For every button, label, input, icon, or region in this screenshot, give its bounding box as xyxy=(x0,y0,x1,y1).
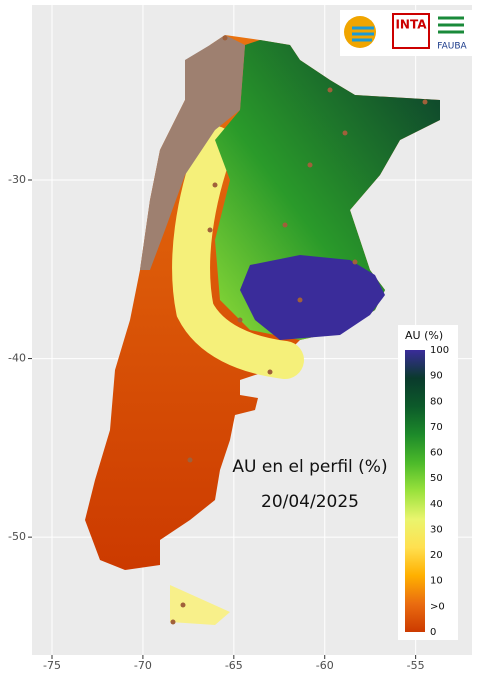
legend: AU (%) 100 90 80 70 60 50 40 30 20 10 >0 0 xyxy=(398,325,458,640)
colorbar xyxy=(405,350,425,632)
legend-label: 80 xyxy=(430,396,443,407)
x-tick-label: -60 xyxy=(316,659,334,672)
x-tick-label: -65 xyxy=(225,659,243,672)
band xyxy=(172,126,304,379)
legend-label: 0 xyxy=(430,627,436,638)
legend-label: 30 xyxy=(430,524,443,535)
legend-label: 70 xyxy=(430,422,443,433)
x-tick-label: -55 xyxy=(407,659,425,672)
map-date: 20/04/2025 xyxy=(261,492,359,512)
inta-logo: INTA xyxy=(395,18,427,32)
legend-title: AU (%) xyxy=(405,329,443,342)
y-tick-label: -50 xyxy=(8,530,26,543)
legend-label: 50 xyxy=(430,473,443,484)
map-shapes xyxy=(85,35,440,625)
stations xyxy=(170,35,428,625)
map-title: AU en el perfil (%) xyxy=(232,457,387,477)
saturated-region xyxy=(240,255,385,340)
fauba-logo: FAUBA xyxy=(437,42,467,52)
legend-label: 40 xyxy=(430,499,443,510)
legend-label: 20 xyxy=(430,550,443,561)
logos: INTA FAUBA xyxy=(340,10,472,56)
tierra-del-fuego xyxy=(170,585,230,625)
y-tick-label: -40 xyxy=(8,352,26,365)
x-tick-label: -70 xyxy=(134,659,152,672)
mountain-region xyxy=(140,35,245,270)
legend-label: >0 xyxy=(430,601,445,612)
legend-label: 90 xyxy=(430,371,443,382)
x-tick-label: -75 xyxy=(43,659,61,672)
legend-label: 10 xyxy=(430,576,443,587)
legend-label: 60 xyxy=(430,448,443,459)
y-tick-label: -30 xyxy=(8,173,26,186)
legend-label: 100 xyxy=(430,345,449,356)
